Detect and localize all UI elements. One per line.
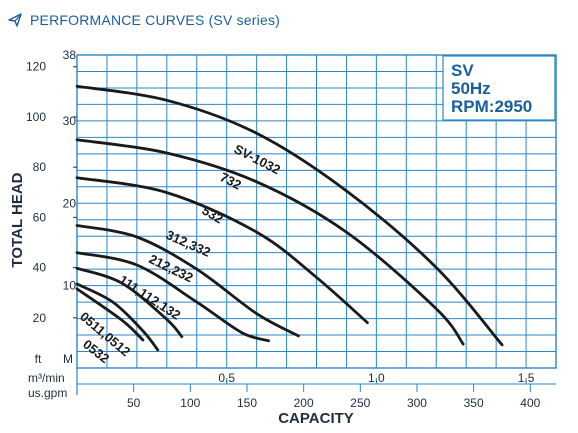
m-tick-label: 20 bbox=[63, 196, 77, 210]
info-rpm: RPM:2950 bbox=[451, 97, 532, 116]
curve-label-2: 732 bbox=[218, 169, 244, 192]
curve-1 bbox=[75, 84, 504, 347]
ft-tick-label: 80 bbox=[33, 160, 47, 174]
info-box: SV 50Hz RPM:2950 bbox=[442, 55, 556, 121]
curve-4 bbox=[75, 224, 300, 338]
page-title: PERFORMANCE CURVES (SV series) bbox=[30, 12, 281, 28]
gpm-tick-label: 350 bbox=[464, 396, 484, 410]
m3min-tick-label: 1.5 bbox=[518, 371, 535, 385]
m3min-tick-label: 0.5 bbox=[218, 371, 235, 385]
curve-5 bbox=[75, 251, 270, 343]
curve-3 bbox=[75, 176, 369, 325]
paper-plane-icon bbox=[8, 13, 22, 27]
m-tick-label: 10 bbox=[63, 279, 77, 293]
plot-border bbox=[76, 54, 557, 369]
gpm-tick-label: 100 bbox=[180, 396, 200, 410]
x-axis-label: CAPACITY bbox=[278, 410, 354, 427]
curve-8 bbox=[75, 287, 145, 342]
axes: 20 40 60 80 100 120 10 20 30 38 0.5 1.0 1.5 50 100 150 2… bbox=[26, 48, 556, 410]
info-series: SV bbox=[451, 61, 474, 80]
chart-header: PERFORMANCE CURVES (SV series) bbox=[8, 8, 280, 32]
curves bbox=[75, 84, 504, 352]
grid bbox=[76, 54, 557, 369]
m3min-unit-label: m³/min bbox=[28, 371, 65, 385]
ft-tick-label: 100 bbox=[26, 110, 46, 124]
ft-unit-label: ft bbox=[35, 352, 42, 366]
gpm-tick-label: 300 bbox=[407, 396, 427, 410]
m-unit-label: M bbox=[63, 352, 73, 366]
curve-label-5: 212,232 bbox=[147, 251, 196, 285]
ft-tick-label: 40 bbox=[33, 261, 47, 275]
m-tick-label: 38 bbox=[63, 48, 77, 62]
y-axis-label: TOTAL HEAD bbox=[9, 172, 26, 267]
curve-2 bbox=[75, 138, 465, 346]
gpm-unit-label: us.gpm bbox=[28, 386, 67, 400]
m3min-tick-label: 1.0 bbox=[368, 371, 385, 385]
gpm-tick-label: 200 bbox=[294, 396, 314, 410]
curve-label-1: SV-1032 bbox=[232, 141, 283, 177]
ft-tick-label: 60 bbox=[33, 210, 47, 224]
gpm-tick-label: 250 bbox=[350, 396, 370, 410]
ft-tick-label: 20 bbox=[33, 311, 47, 325]
gpm-tick-label: 150 bbox=[237, 396, 257, 410]
curve-6 bbox=[75, 266, 184, 339]
info-frequency: 50Hz bbox=[451, 79, 491, 98]
gpm-tick-label: 400 bbox=[520, 396, 540, 410]
ft-tick-label: 120 bbox=[26, 60, 46, 74]
gpm-tick-label: 50 bbox=[127, 396, 141, 410]
info-box-border bbox=[442, 55, 556, 121]
m-tick-label: 30 bbox=[63, 114, 77, 128]
curve-7 bbox=[75, 282, 160, 352]
